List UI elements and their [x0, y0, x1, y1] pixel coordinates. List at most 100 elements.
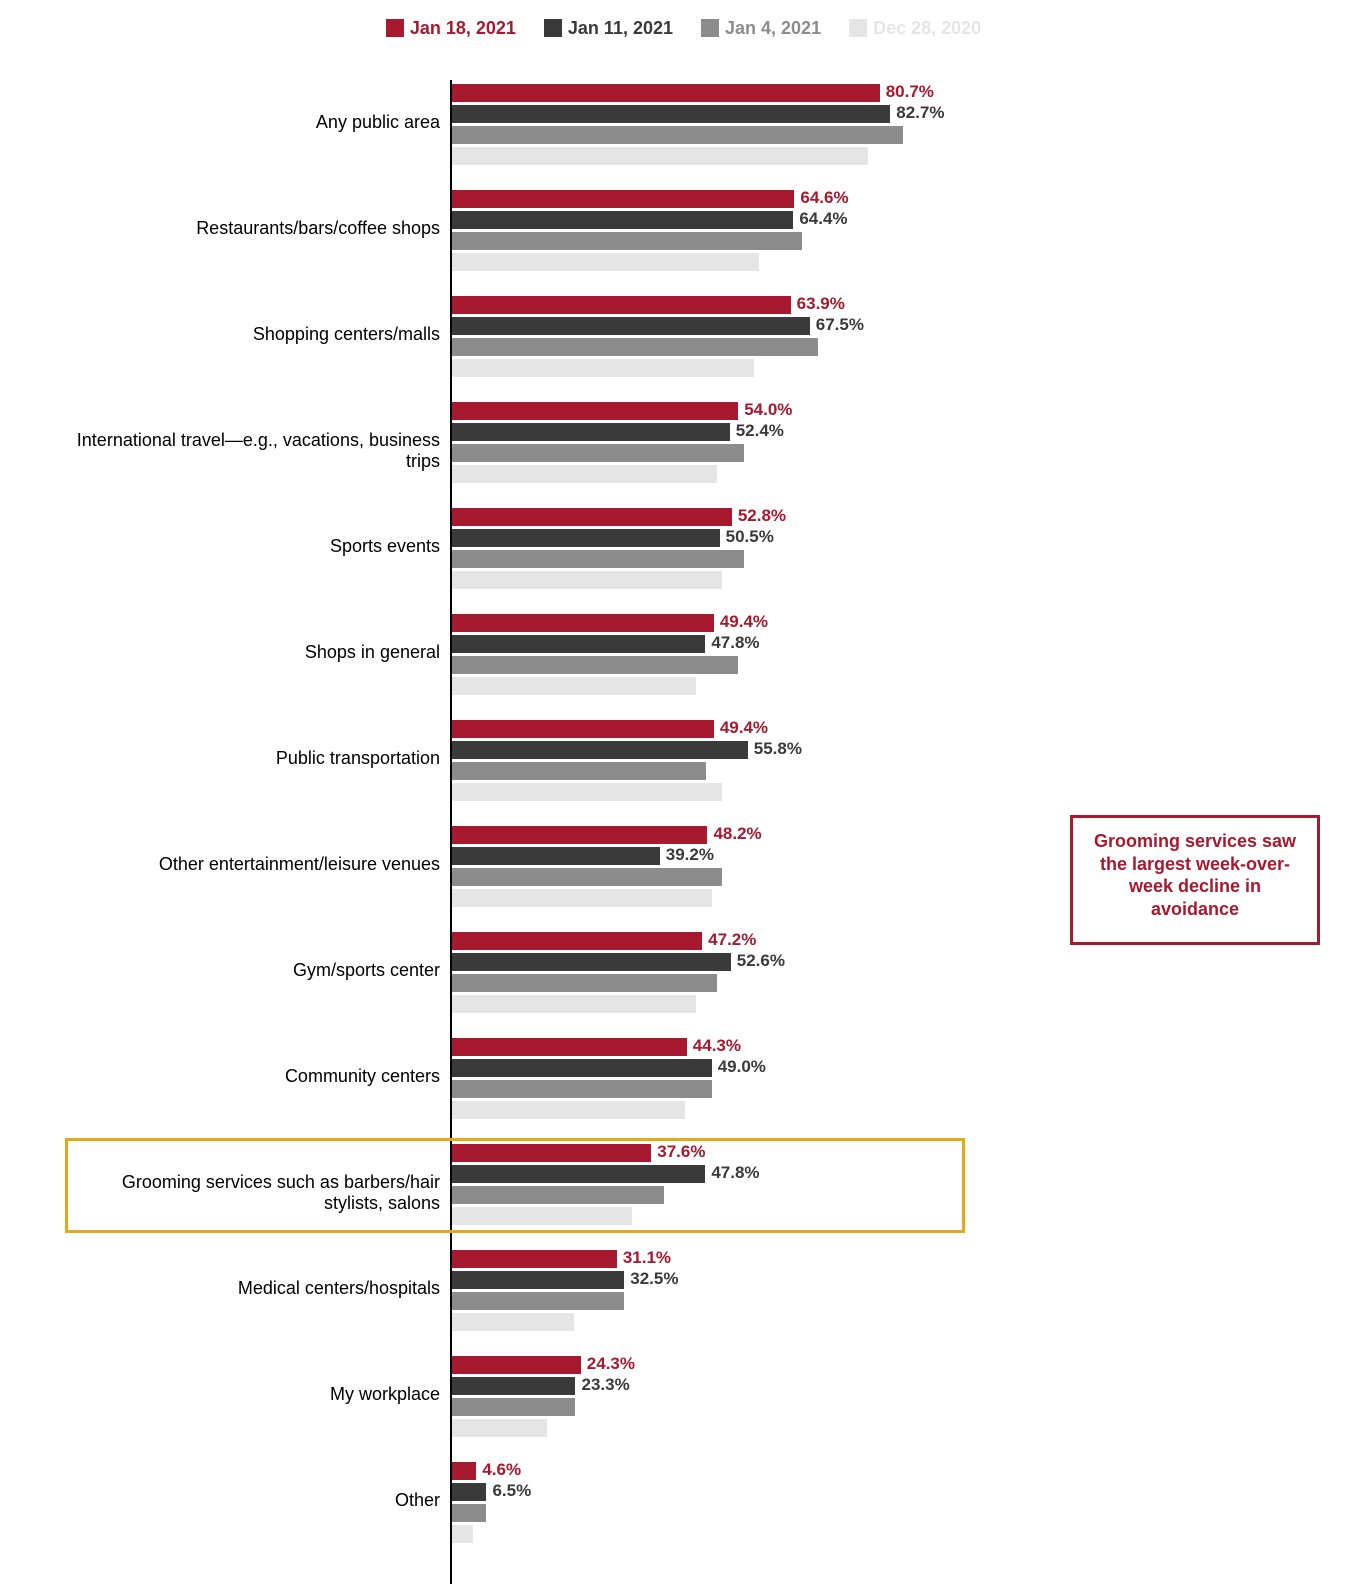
bar: [452, 211, 793, 229]
category-label: My workplace: [60, 1384, 440, 1405]
bar-value-label: 52.4%: [736, 421, 784, 441]
category-label: Public transportation: [60, 748, 440, 769]
bar: [452, 932, 702, 950]
bar: [452, 1292, 624, 1310]
category-group: Restaurants/bars/coffee shops64.6%64.4%: [60, 186, 1180, 292]
category-group: Shopping centers/malls63.9%67.5%: [60, 292, 1180, 398]
bar: [452, 826, 707, 844]
bar: [452, 741, 748, 759]
bar: [452, 1059, 712, 1077]
category-group: Community centers 44.3%49.0%: [60, 1034, 1180, 1140]
bar-value-label: 52.8%: [738, 506, 786, 526]
bar-value-label: 48.2%: [713, 824, 761, 844]
bar-value-label: 54.0%: [744, 400, 792, 420]
chart-page: { "layout":{ "page_width":1367,"page_hei…: [0, 0, 1367, 1572]
bar-value-label: 49.0%: [718, 1057, 766, 1077]
bar: [452, 953, 731, 971]
bar: [452, 359, 754, 377]
bar: [452, 1250, 617, 1268]
category-group: Shops in general 49.4%47.8%: [60, 610, 1180, 716]
bar-value-label: 80.7%: [886, 82, 934, 102]
legend-label: Dec 28, 2020: [873, 18, 981, 38]
legend-item: Jan 4, 2021: [701, 18, 821, 39]
category-group: Medical centers/hospitals31.1%32.5%: [60, 1246, 1180, 1352]
bar: [452, 1483, 486, 1501]
bar-value-label: 82.7%: [896, 103, 944, 123]
category-label: Any public area: [60, 112, 440, 133]
bar: [452, 974, 717, 992]
bar: [452, 529, 720, 547]
bar: [452, 656, 738, 674]
bar: [452, 847, 660, 865]
bar: [452, 1038, 687, 1056]
category-group: Gym/sports center 47.2%52.6%: [60, 928, 1180, 1034]
legend: Jan 18, 2021 Jan 11, 2021 Jan 4, 2021 Dec 2…: [0, 18, 1367, 39]
grouped-bar-chart: Any public area 80.7%82.7% Restaurants/bar…: [60, 80, 1180, 1584]
legend-item: Jan 18, 2021: [386, 18, 516, 39]
bar: [452, 1271, 624, 1289]
bar-value-label: 47.8%: [711, 633, 759, 653]
bar-value-label: 49.4%: [720, 612, 768, 632]
bar-value-label: 23.3%: [581, 1375, 629, 1395]
category-label: Other: [60, 1490, 440, 1511]
bar: [452, 783, 722, 801]
category-group: Other entertainment/leisure venues 48.2%3…: [60, 822, 1180, 928]
category-label: Medical centers/hospitals: [60, 1278, 440, 1299]
bar: [452, 1419, 547, 1437]
bar: [452, 889, 712, 907]
legend-item: Dec 28, 2020: [849, 18, 981, 39]
category-label: International travel—e.g., vacations, bu…: [60, 430, 440, 472]
bar: [452, 1313, 574, 1331]
bar-value-label: 44.3%: [693, 1036, 741, 1056]
bar-value-label: 67.5%: [816, 315, 864, 335]
legend-swatch: [386, 19, 404, 37]
bar: [452, 423, 730, 441]
bar: [452, 508, 732, 526]
bar: [452, 296, 791, 314]
bar-value-label: 24.3%: [587, 1354, 635, 1374]
category-label: Shops in general: [60, 642, 440, 663]
category-label: Community centers: [60, 1066, 440, 1087]
bar: [452, 614, 714, 632]
callout-box: Grooming services saw the largest week-o…: [1070, 815, 1320, 945]
bar: [452, 571, 722, 589]
category-label: Shopping centers/malls: [60, 324, 440, 345]
bar: [452, 232, 802, 250]
bar-value-label: 55.8%: [754, 739, 802, 759]
bar-value-label: 50.5%: [726, 527, 774, 547]
legend-label: Jan 11, 2021: [568, 18, 673, 38]
category-label: Other entertainment/leisure venues: [60, 854, 440, 875]
bar-value-label: 47.2%: [708, 930, 756, 950]
bar: [452, 105, 890, 123]
category-group: Any public area 80.7%82.7%: [60, 80, 1180, 186]
category-group: International travel—e.g., vacations, bu…: [60, 398, 1180, 504]
bar: [452, 253, 759, 271]
legend-label: Jan 18, 2021: [410, 18, 516, 38]
bar: [452, 126, 903, 144]
bar: [452, 868, 722, 886]
bar: [452, 1462, 476, 1480]
bar-value-label: 39.2%: [666, 845, 714, 865]
legend-label: Jan 4, 2021: [725, 18, 821, 38]
category-group: Sports events52.8%50.5%: [60, 504, 1180, 610]
highlight-box: [65, 1138, 965, 1233]
category-label: Gym/sports center: [60, 960, 440, 981]
category-label: Restaurants/bars/coffee shops: [60, 218, 440, 239]
bar: [452, 1377, 575, 1395]
bar-value-label: 32.5%: [630, 1269, 678, 1289]
legend-swatch: [701, 19, 719, 37]
bar: [452, 995, 696, 1013]
bar: [452, 465, 717, 483]
category-group: Public transportation 49.4%55.8%: [60, 716, 1180, 822]
bar-value-label: 6.5%: [492, 1481, 531, 1501]
bar: [452, 550, 744, 568]
bar-value-label: 64.4%: [799, 209, 847, 229]
bar: [452, 1080, 712, 1098]
bar-value-label: 49.4%: [720, 718, 768, 738]
bar: [452, 317, 810, 335]
bar-value-label: 4.6%: [482, 1460, 521, 1480]
category-group: My workplace 24.3%23.3%: [60, 1352, 1180, 1458]
bar-value-label: 52.6%: [737, 951, 785, 971]
bar: [452, 1101, 685, 1119]
bar: [452, 84, 880, 102]
